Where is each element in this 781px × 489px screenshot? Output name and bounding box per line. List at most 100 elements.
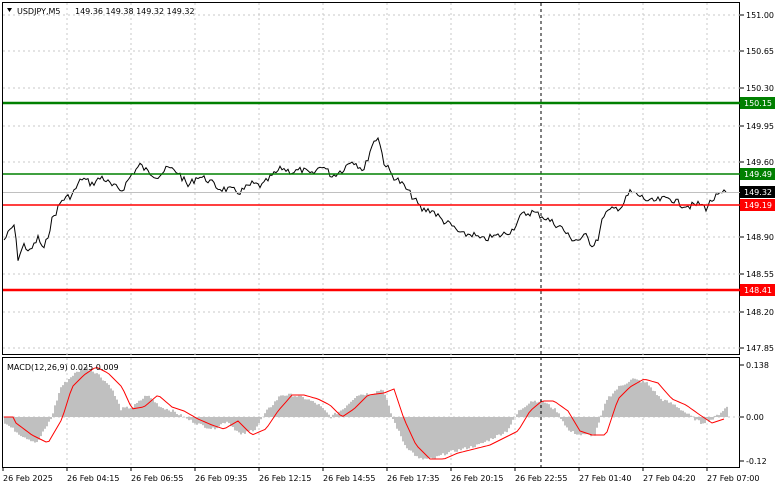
macd-histogram-bar bbox=[324, 410, 326, 417]
macd-histogram-bar bbox=[142, 398, 144, 417]
macd-histogram-bar bbox=[218, 417, 220, 427]
macd-histogram-bar bbox=[122, 407, 124, 417]
macd-histogram-bar bbox=[362, 394, 364, 417]
macd-histogram-bar bbox=[398, 417, 400, 431]
macd-histogram-bar bbox=[632, 378, 634, 417]
macd-histogram-bar bbox=[700, 417, 702, 424]
macd-histogram-bar bbox=[326, 412, 328, 417]
time-label: 26 Feb 22:55 bbox=[515, 474, 567, 483]
main-grid bbox=[3, 3, 740, 355]
triangle-down-icon[interactable] bbox=[7, 8, 12, 12]
time-label: 27 Feb 07:00 bbox=[707, 474, 759, 483]
macd-histogram-bar bbox=[176, 414, 178, 417]
macd-histogram-bar bbox=[148, 395, 150, 417]
level-label-bg bbox=[740, 199, 775, 211]
macd-axis: 0.138 0.00 -0.12 bbox=[740, 361, 769, 466]
macd-histogram-bar bbox=[58, 393, 60, 417]
macd-histogram-bar bbox=[40, 417, 42, 437]
macd-histogram-bar bbox=[86, 367, 88, 417]
macd-histogram-bar bbox=[242, 417, 244, 433]
macd-histogram-bar bbox=[642, 380, 644, 417]
macd-histogram-bar bbox=[498, 417, 500, 435]
macd-histogram-bar bbox=[506, 417, 508, 433]
macd-histogram-bar bbox=[368, 394, 370, 417]
time-label: 27 Feb 01:40 bbox=[579, 474, 631, 483]
macd-histogram-bar bbox=[62, 385, 64, 417]
macd-histogram-bar bbox=[710, 417, 712, 420]
macd-histogram-bar bbox=[436, 417, 438, 457]
macd-histogram-bar bbox=[344, 408, 346, 417]
macd-histogram-bar bbox=[256, 417, 258, 427]
current-price-label-bg bbox=[740, 186, 775, 198]
macd-histogram-bar bbox=[170, 411, 172, 417]
macd-histogram-bar bbox=[484, 417, 486, 442]
macd-histogram-bar bbox=[450, 417, 452, 451]
macd-histogram-bar bbox=[178, 415, 180, 417]
macd-histogram-bar bbox=[610, 396, 612, 417]
macd-histogram-bar bbox=[50, 417, 52, 420]
level-label-150-15: 150.15 bbox=[744, 99, 772, 108]
macd-histogram-bar bbox=[386, 399, 388, 417]
macd-histogram-bar bbox=[522, 408, 524, 417]
macd-histogram-bar bbox=[66, 382, 68, 417]
price-tick: 150.65 bbox=[746, 47, 774, 56]
macd-histogram-bar bbox=[308, 399, 310, 417]
price-tick: 148.55 bbox=[746, 270, 774, 279]
macd-histogram-bar bbox=[270, 407, 272, 417]
macd-histogram-bar bbox=[692, 416, 694, 417]
macd-histogram-bar bbox=[216, 417, 218, 429]
macd-histogram-bar bbox=[722, 411, 724, 417]
macd-histogram-bar bbox=[466, 417, 468, 450]
macd-histogram-bar bbox=[126, 406, 128, 417]
macd-histogram-bar bbox=[558, 413, 560, 417]
macd-histogram-bar bbox=[584, 417, 586, 435]
macd-histogram-bar bbox=[220, 417, 222, 425]
macd-histogram-bar bbox=[316, 404, 318, 417]
price-tick: 150.30 bbox=[746, 84, 774, 93]
macd-histogram-bar bbox=[212, 417, 214, 428]
macd-histogram-bar bbox=[90, 370, 92, 417]
macd-histogram-bar bbox=[140, 400, 142, 417]
macd-histogram-bar bbox=[622, 385, 624, 417]
macd-title: MACD(12,26,9) 0.025 0.009 bbox=[7, 363, 119, 372]
macd-histogram-bar bbox=[228, 417, 230, 424]
macd-histogram-bar bbox=[536, 402, 538, 417]
time-label: 26 Feb 04:15 bbox=[67, 474, 119, 483]
macd-histogram-bar bbox=[196, 417, 198, 425]
price-tick: 148.20 bbox=[746, 308, 774, 317]
macd-histogram-bar bbox=[282, 395, 284, 417]
price-line bbox=[3, 136, 727, 261]
macd-histogram-bar bbox=[554, 408, 556, 417]
macd-histogram-bar bbox=[476, 417, 478, 445]
macd-histogram-bar bbox=[188, 417, 190, 421]
price-tick: 151.00 bbox=[746, 11, 774, 20]
macd-histogram-bar bbox=[358, 395, 360, 417]
level-label-bg bbox=[740, 284, 775, 296]
macd-histogram-bar bbox=[36, 417, 38, 443]
macd-histogram-bar bbox=[224, 417, 226, 424]
macd-histogram-bar bbox=[250, 417, 252, 431]
macd-histogram-bar bbox=[28, 417, 30, 440]
macd-histogram-bar bbox=[14, 417, 16, 432]
macd-histogram-bar bbox=[296, 396, 298, 417]
macd-histogram-bar bbox=[678, 408, 680, 417]
macd-histogram-bar bbox=[548, 404, 550, 417]
macd-histogram-bar bbox=[292, 396, 294, 417]
macd-histogram-bar bbox=[78, 371, 80, 417]
price-tick: 148.90 bbox=[746, 233, 774, 242]
time-label: 26 Feb 12:15 bbox=[259, 474, 311, 483]
macd-histogram-bar bbox=[342, 409, 344, 417]
macd-histogram-bar bbox=[590, 417, 592, 437]
macd-histogram-bar bbox=[298, 395, 300, 417]
macd-histogram-bar bbox=[336, 414, 338, 417]
macd-histogram-bar bbox=[248, 417, 250, 432]
macd-histogram-bar bbox=[268, 407, 270, 417]
ohlc-values: 149.36 149.38 149.32 149.32 bbox=[75, 7, 195, 16]
macd-histogram-bar bbox=[402, 417, 404, 442]
time-label: 26 Feb 14:55 bbox=[323, 474, 375, 483]
macd-histogram-bar bbox=[704, 417, 706, 424]
price-axis: 151.00 150.65 150.30 149.95 149.60 148.9… bbox=[740, 11, 774, 353]
macd-histogram-bar bbox=[594, 417, 596, 436]
macd-histogram-bar bbox=[702, 417, 704, 424]
